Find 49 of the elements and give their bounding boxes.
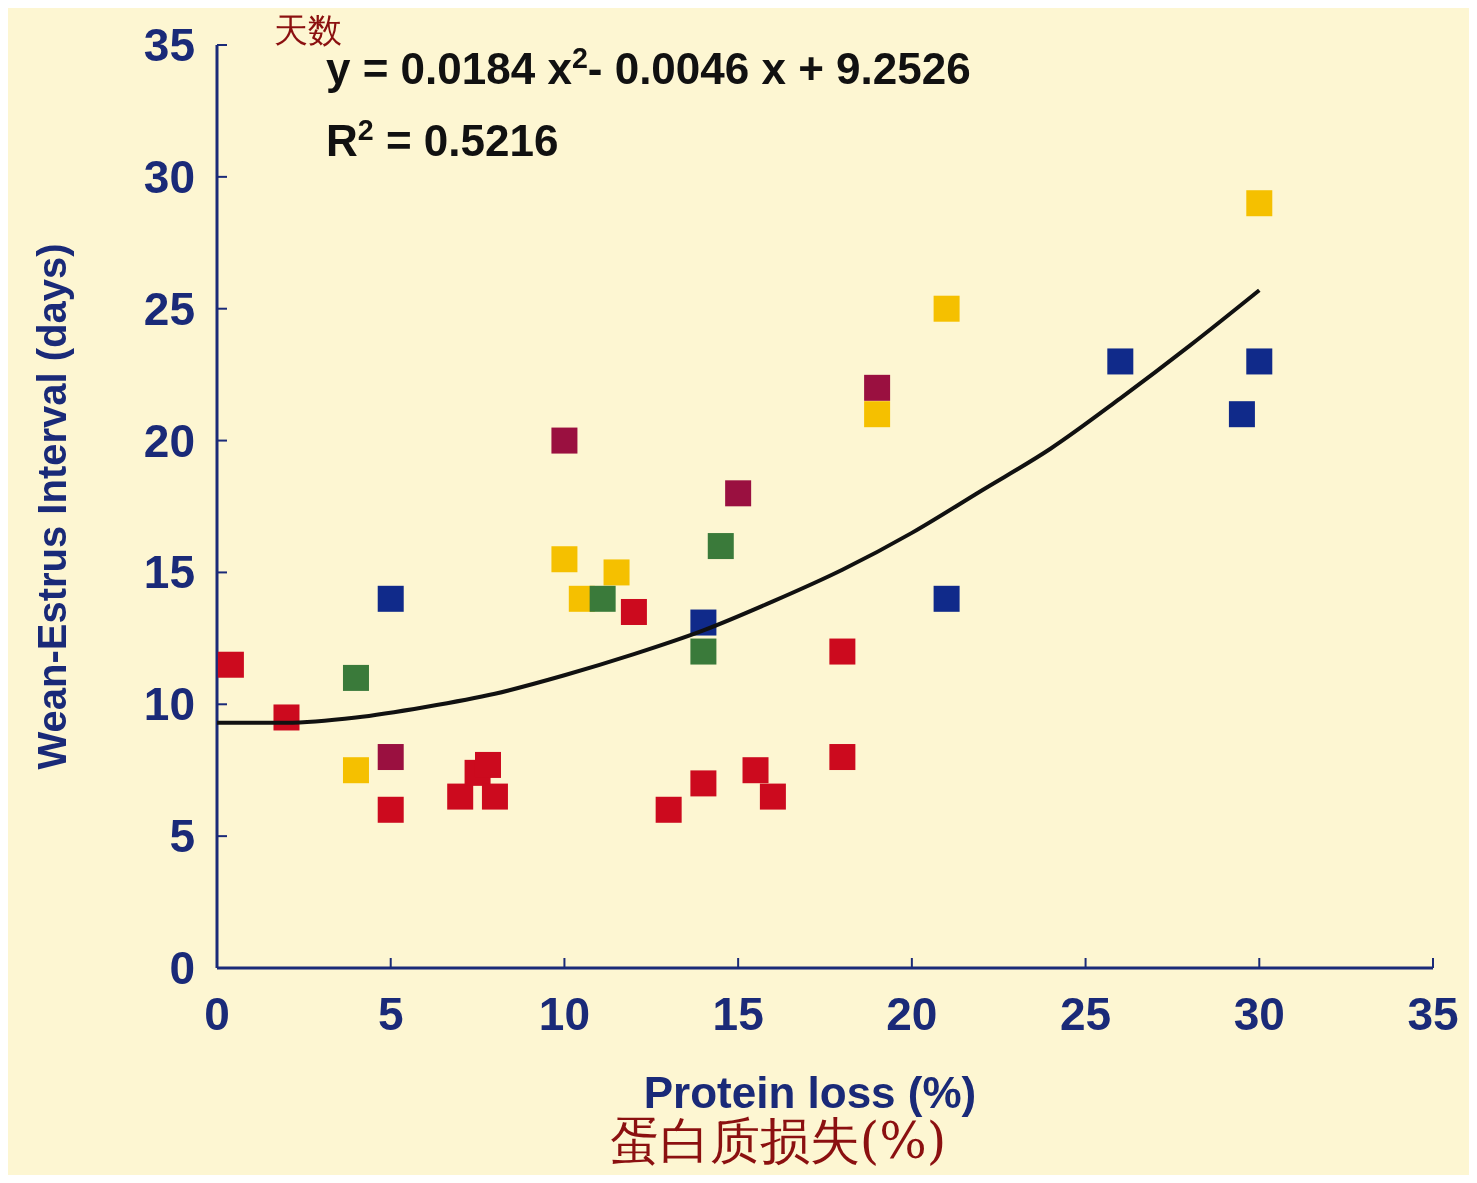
y-tick-label: 10 <box>143 678 195 731</box>
x-tick-label: 15 <box>712 988 764 1040</box>
point <box>759 783 786 810</box>
point <box>620 598 647 625</box>
y-tick-label: 0 <box>169 942 195 994</box>
x-tick-label: 0 <box>204 988 230 1040</box>
y-tick-label: 15 <box>143 546 195 599</box>
point <box>447 783 474 810</box>
x-tick-label: 20 <box>886 988 938 1040</box>
point <box>707 533 734 560</box>
y-tick-label: 30 <box>143 150 195 203</box>
point <box>589 585 616 612</box>
point <box>551 546 578 573</box>
point <box>864 401 891 428</box>
point <box>551 427 578 454</box>
point <box>342 664 369 691</box>
point <box>690 770 717 797</box>
line-series <box>215 288 1262 725</box>
point <box>655 796 682 823</box>
point <box>1246 348 1273 375</box>
point <box>1107 348 1134 375</box>
x-tick-label: 10 <box>538 988 591 1040</box>
point <box>725 480 752 507</box>
point <box>481 783 508 810</box>
point <box>603 559 630 586</box>
point <box>1246 190 1273 217</box>
x-tick-label: 25 <box>1059 988 1112 1040</box>
y-tick-label: 25 <box>143 282 195 335</box>
point <box>933 585 960 612</box>
point <box>377 796 404 823</box>
point <box>377 585 404 612</box>
point <box>1228 401 1255 428</box>
y-tick-label: 35 <box>143 19 195 71</box>
y-axis-title: Wean-Estrus Interval (days) <box>30 243 74 770</box>
point <box>690 638 717 665</box>
point <box>864 374 891 401</box>
point <box>933 295 960 322</box>
y-tick-label: 20 <box>143 414 195 467</box>
point <box>377 744 404 771</box>
point <box>742 757 769 784</box>
point <box>217 651 244 678</box>
point <box>829 744 856 771</box>
annotation: R$^{2}$ = 0.5216 <box>326 114 559 165</box>
x-tick-label: 5 <box>377 988 404 1040</box>
y-tick-label: 5 <box>169 810 195 863</box>
x-tick-label: 35 <box>1407 988 1459 1040</box>
x-tick-label: 30 <box>1233 988 1285 1040</box>
point <box>829 638 856 665</box>
point <box>342 757 369 784</box>
